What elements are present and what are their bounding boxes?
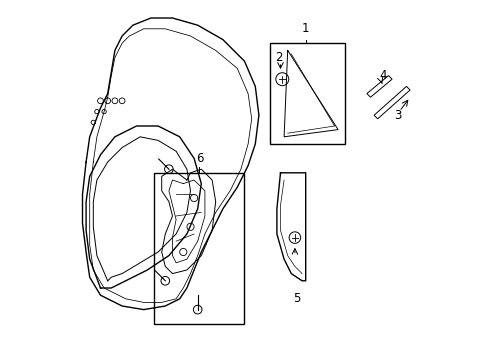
Polygon shape (366, 76, 391, 97)
Text: 3: 3 (393, 109, 400, 122)
Text: 2: 2 (274, 51, 282, 64)
Bar (269, 43, 345, 144)
Text: 4: 4 (379, 69, 386, 82)
Bar (154, 173, 244, 324)
Text: 6: 6 (195, 152, 203, 165)
Text: 5: 5 (292, 292, 300, 305)
Text: 1: 1 (301, 22, 309, 35)
Polygon shape (373, 86, 409, 119)
